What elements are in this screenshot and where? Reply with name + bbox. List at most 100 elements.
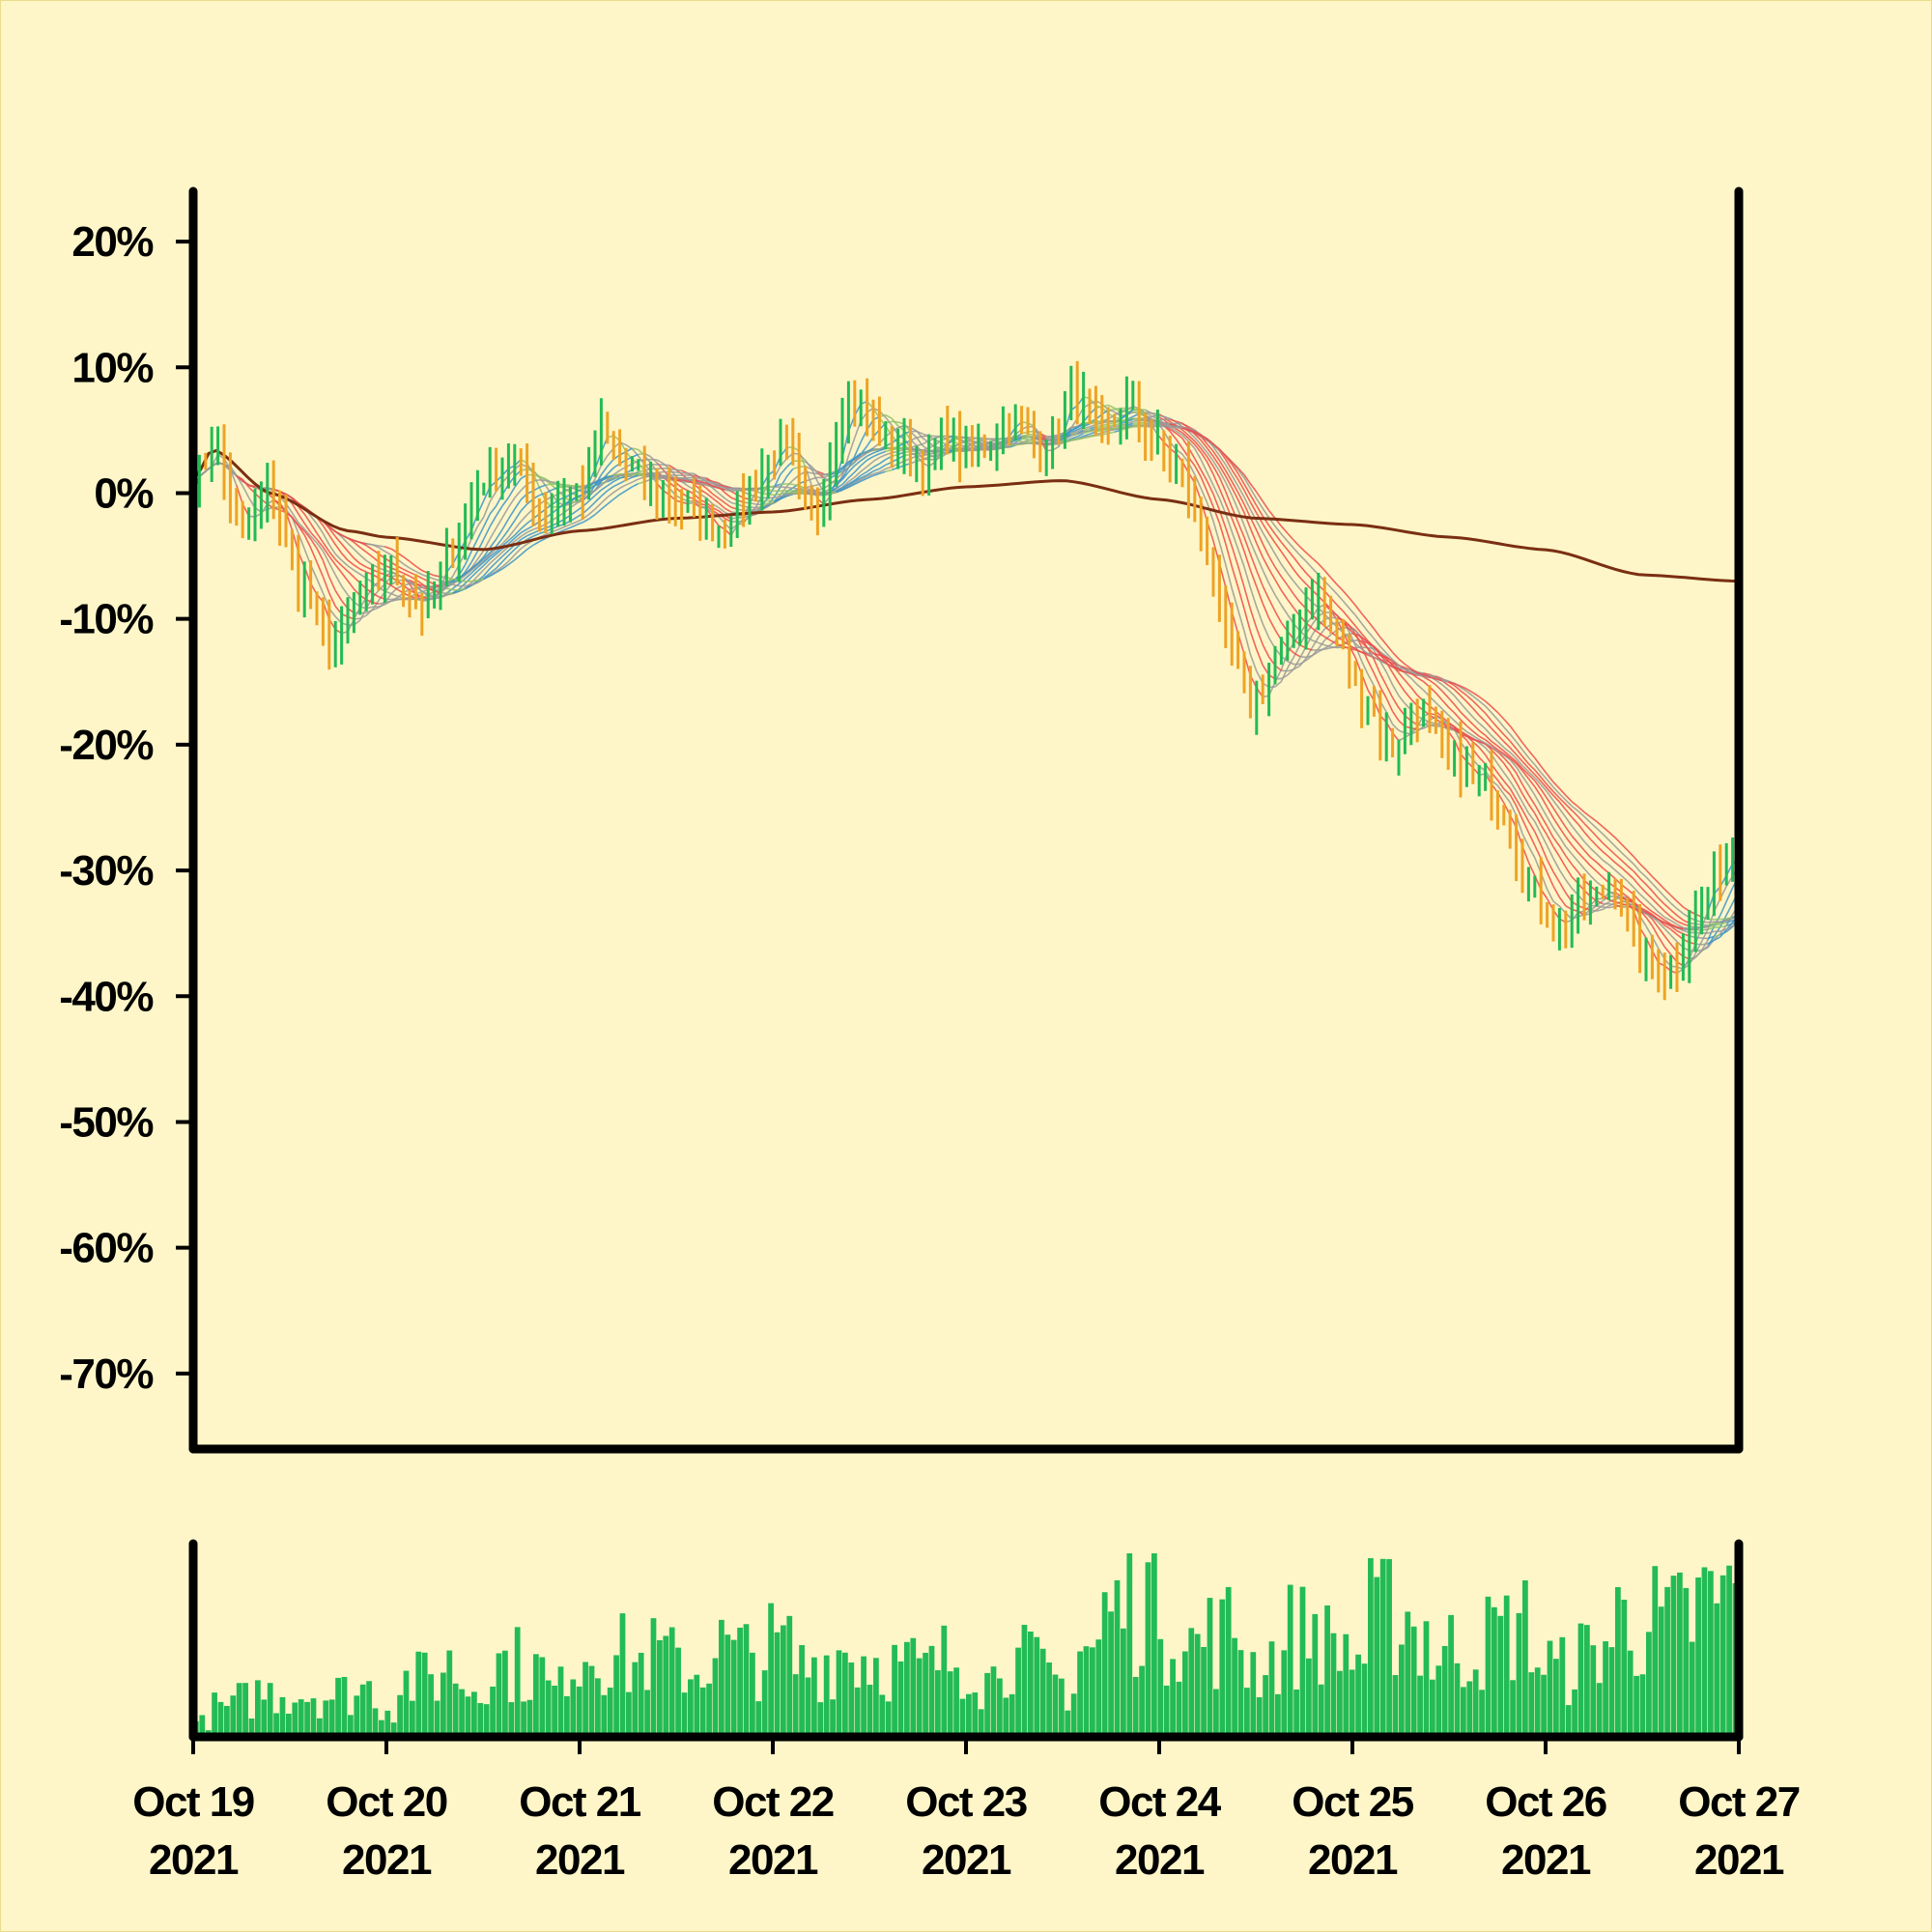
ribbon-ma-10-segment: [1385, 685, 1394, 698]
ribbon-ma-22-segment: [1596, 862, 1604, 869]
ribbon-ma-28-segment: [1472, 700, 1480, 708]
volume-bar: [348, 1715, 354, 1737]
ribbon-ma-14-segment: [1707, 939, 1715, 945]
ribbon-ma-32-segment: [1311, 557, 1320, 565]
y-tick-label: -30%: [59, 847, 153, 895]
ribbon-ma-14-segment: [291, 503, 299, 515]
ribbon-ma-22-segment: [1577, 842, 1585, 851]
ribbon-ma-28-segment: [1509, 740, 1518, 750]
ribbon-ma-18-segment: [1379, 651, 1387, 657]
ribbon-ma-32-segment: [1237, 467, 1245, 476]
ribbon-ma-20-segment: [1558, 827, 1567, 838]
ribbon-ma-32-segment: [1170, 426, 1177, 429]
ribbon-ma-16-segment: [1509, 763, 1518, 774]
ribbon-ma-14-segment: [1496, 755, 1505, 764]
ribbon-ma-28-segment: [1385, 659, 1394, 667]
ribbon-ma-20-segment: [1707, 926, 1715, 930]
volume-bar: [712, 1658, 719, 1737]
ribbon-ma-26-segment: [860, 470, 868, 476]
volume-bar: [1472, 1669, 1479, 1737]
ribbon-ma-18-segment: [1262, 569, 1270, 584]
ribbon-ma-28-segment: [1336, 604, 1344, 612]
ribbon-ma-30-segment: [1163, 424, 1171, 427]
ribbon-ma-16-segment: [1181, 429, 1189, 437]
ribbon-ma-14-segment: [1236, 533, 1245, 552]
ribbon-ma-6-segment: [1249, 654, 1258, 672]
ribbon-ma-10-segment: [1114, 407, 1122, 411]
ribbon-ma-16-segment: [514, 510, 522, 522]
volume-bar: [792, 1674, 799, 1737]
ribbon-ma-10-segment: [470, 551, 479, 563]
volume-bar: [415, 1651, 422, 1737]
volume-bar: [576, 1686, 582, 1737]
ribbon-ma-30-segment: [415, 570, 423, 576]
ribbon-ma-14-segment: [1540, 824, 1548, 837]
volume-bar: [1430, 1679, 1435, 1737]
ribbon-ma-16-segment: [303, 513, 312, 525]
ribbon-ma-16-segment: [1496, 751, 1505, 759]
ribbon-ma-10-segment: [464, 561, 472, 573]
ribbon-ma-26-segment: [1379, 658, 1387, 665]
volume-bar: [694, 1674, 700, 1737]
ribbon-ma-22-segment: [507, 537, 516, 545]
ribbon-ma-14-segment: [847, 457, 856, 463]
ribbon-ma-8-segment: [1373, 672, 1381, 688]
y-tick-label: -60%: [59, 1225, 153, 1272]
ribbon-ma-28-segment: [1547, 783, 1554, 792]
ribbon-ma-22-segment: [1181, 422, 1189, 428]
ribbon-ma-26-segment: [724, 485, 731, 489]
ribbon-ma-20-segment: [507, 534, 516, 542]
ribbon-ma-4-segment: [1527, 862, 1536, 876]
ribbon-ma-30-segment: [594, 502, 602, 510]
ribbon-ma-16-segment: [712, 493, 720, 499]
ribbon-ma-14-segment: [1361, 637, 1369, 642]
volume-bar: [1028, 1631, 1034, 1737]
ribbon-ma-22-segment: [872, 453, 880, 458]
ribbon-ma-14-segment: [1503, 762, 1511, 773]
ribbon-ma-32-segment: [854, 480, 862, 485]
volume-bar: [359, 1684, 366, 1737]
ribbon-ma-16-segment: [1070, 429, 1078, 433]
ribbon-ma-30-segment: [1373, 638, 1381, 647]
volume-bar: [910, 1637, 917, 1737]
ribbon-ma-24-segment: [780, 494, 787, 497]
volume-bar: [1435, 1665, 1442, 1737]
ribbon-ma-6-segment: [1231, 587, 1239, 611]
ribbon-ma-14-segment: [1354, 633, 1362, 639]
volume-bar: [1516, 1612, 1522, 1737]
ribbon-ma-16-segment: [1714, 933, 1721, 938]
ribbon-ma-18-segment: [1200, 443, 1208, 453]
ribbon-ma-32-segment: [1287, 532, 1294, 541]
volume-bar: [273, 1713, 279, 1737]
ribbon-ma-16-segment: [867, 447, 874, 452]
ribbon-ma-30-segment: [1540, 772, 1548, 781]
ribbon-ma-16-segment: [322, 542, 330, 553]
ribbon-ma-32-segment: [1262, 500, 1270, 511]
volume-bar: [310, 1698, 317, 1737]
volume-bar: [1492, 1606, 1497, 1737]
ribbon-ma-10-segment: [1206, 480, 1214, 495]
ribbon-ma-18-segment: [1645, 913, 1653, 918]
ribbon-ma-12-segment: [1596, 905, 1604, 908]
ribbon-ma-26-segment: [353, 541, 361, 549]
ribbon-ma-26-segment: [1367, 647, 1375, 655]
ribbon-ma-28-segment: [1620, 859, 1629, 867]
volume-bar: [434, 1700, 440, 1737]
ribbon-ma-26-segment: [1460, 695, 1467, 702]
ribbon-ma-12-segment: [1070, 425, 1078, 429]
ribbon-ma-12-segment: [817, 472, 824, 476]
ribbon-ma-26-segment: [1225, 459, 1233, 470]
ribbon-ma-14-segment: [1509, 771, 1518, 783]
ribbon-ma-30-segment: [625, 481, 633, 486]
x-tick-label-year: 2021: [1308, 1836, 1398, 1884]
ribbon-ma-26-segment: [847, 479, 856, 485]
ribbon-ma-26-segment: [1287, 559, 1294, 571]
volume-bar: [966, 1693, 972, 1737]
ribbon-ma-26-segment: [1021, 440, 1029, 443]
ribbon-ma-32-segment: [681, 477, 689, 481]
ribbon-ma-14-segment: [810, 476, 818, 480]
ribbon-ma-14-segment: [1527, 804, 1536, 814]
ribbon-ma-12-segment: [1534, 821, 1542, 835]
volume-bar: [1534, 1667, 1541, 1737]
volume-bar: [1639, 1674, 1646, 1737]
